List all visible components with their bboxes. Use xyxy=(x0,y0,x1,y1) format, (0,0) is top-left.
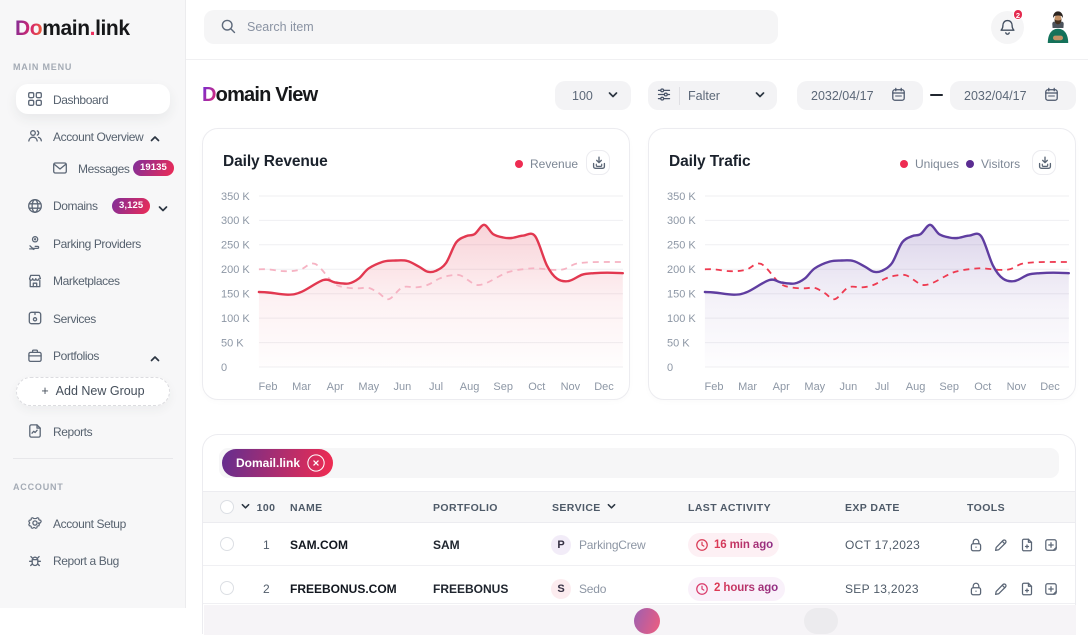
svg-text:350 K: 350 K xyxy=(221,191,250,203)
svg-text:Jul: Jul xyxy=(875,381,889,393)
svg-text:Apr: Apr xyxy=(327,381,344,393)
svg-text:300 K: 300 K xyxy=(667,215,696,227)
svg-text:Mar: Mar xyxy=(738,381,757,393)
svg-text:50 K: 50 K xyxy=(221,337,244,349)
svg-text:350 K: 350 K xyxy=(667,191,696,203)
svg-text:Oct: Oct xyxy=(528,381,545,393)
svg-text:300 K: 300 K xyxy=(221,215,250,227)
svg-text:Aug: Aug xyxy=(460,381,480,393)
svg-text:Feb: Feb xyxy=(259,381,278,393)
svg-text:Nov: Nov xyxy=(1007,381,1027,393)
svg-text:Dec: Dec xyxy=(594,381,614,393)
svg-text:Jun: Jun xyxy=(394,381,412,393)
svg-text:100 K: 100 K xyxy=(221,313,250,325)
svg-text:Mar: Mar xyxy=(292,381,311,393)
svg-text:May: May xyxy=(358,381,379,393)
svg-text:100 K: 100 K xyxy=(667,313,696,325)
svg-text:Aug: Aug xyxy=(906,381,926,393)
svg-text:150 K: 150 K xyxy=(221,289,250,301)
svg-text:Apr: Apr xyxy=(773,381,790,393)
svg-text:Oct: Oct xyxy=(974,381,991,393)
svg-text:150 K: 150 K xyxy=(667,289,696,301)
svg-text:Dec: Dec xyxy=(1040,381,1060,393)
svg-text:200 K: 200 K xyxy=(221,264,250,276)
svg-text:May: May xyxy=(804,381,825,393)
svg-text:Jul: Jul xyxy=(429,381,443,393)
svg-text:250 K: 250 K xyxy=(667,240,696,252)
svg-text:Jun: Jun xyxy=(840,381,858,393)
svg-text:0: 0 xyxy=(667,362,673,374)
svg-text:Feb: Feb xyxy=(705,381,724,393)
svg-text:50 K: 50 K xyxy=(667,337,690,349)
svg-text:200 K: 200 K xyxy=(667,264,696,276)
svg-text:Sep: Sep xyxy=(493,381,513,393)
svg-text:Nov: Nov xyxy=(561,381,581,393)
svg-text:Sep: Sep xyxy=(939,381,959,393)
svg-text:0: 0 xyxy=(221,362,227,374)
svg-text:250 K: 250 K xyxy=(221,240,250,252)
